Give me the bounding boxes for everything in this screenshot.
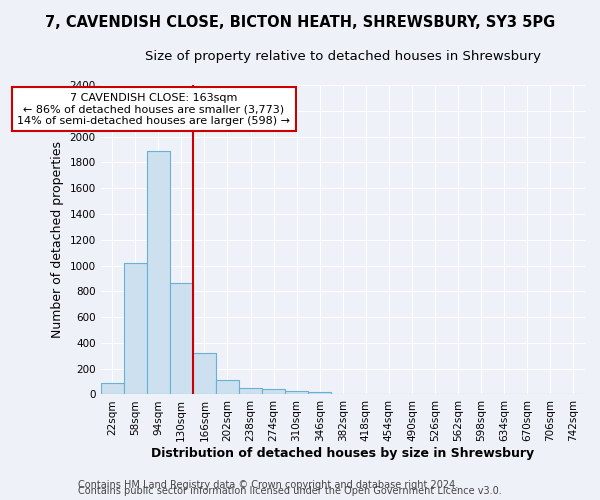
Bar — [170, 283, 193, 395]
Bar — [147, 151, 170, 394]
Bar — [308, 392, 331, 394]
Bar — [124, 263, 147, 394]
X-axis label: Distribution of detached houses by size in Shrewsbury: Distribution of detached houses by size … — [151, 447, 535, 460]
Bar — [193, 353, 216, 395]
Bar — [285, 390, 308, 394]
Text: 7, CAVENDISH CLOSE, BICTON HEATH, SHREWSBURY, SY3 5PG: 7, CAVENDISH CLOSE, BICTON HEATH, SHREWS… — [45, 15, 555, 30]
Bar — [262, 390, 285, 394]
Bar — [101, 384, 124, 394]
Bar — [239, 388, 262, 394]
Bar — [216, 380, 239, 394]
Text: Contains HM Land Registry data © Crown copyright and database right 2024.: Contains HM Land Registry data © Crown c… — [78, 480, 458, 490]
Text: Contains public sector information licensed under the Open Government Licence v3: Contains public sector information licen… — [78, 486, 502, 496]
Text: 7 CAVENDISH CLOSE: 163sqm
← 86% of detached houses are smaller (3,773)
14% of se: 7 CAVENDISH CLOSE: 163sqm ← 86% of detac… — [17, 92, 290, 126]
Y-axis label: Number of detached properties: Number of detached properties — [51, 141, 64, 338]
Title: Size of property relative to detached houses in Shrewsbury: Size of property relative to detached ho… — [145, 50, 541, 63]
